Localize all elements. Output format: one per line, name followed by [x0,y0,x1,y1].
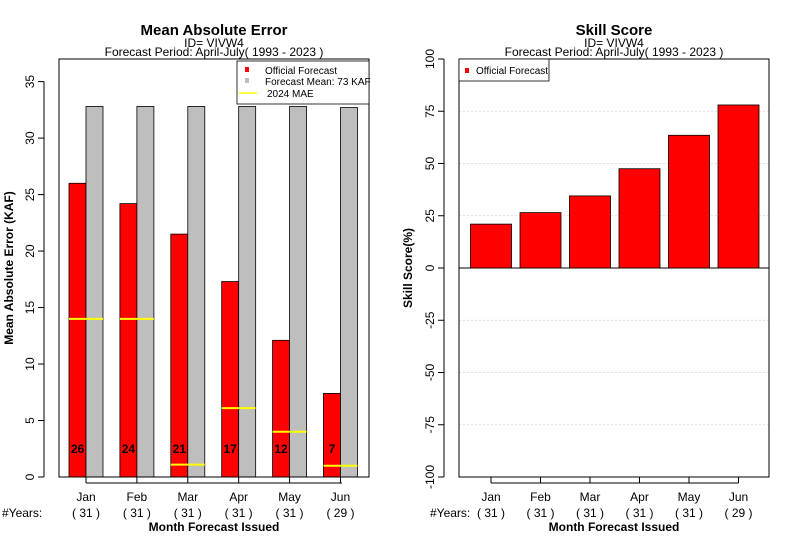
mae-title: Mean Absolute Error [141,22,288,39]
mae-years-value: ( 29 ) [326,506,354,520]
mae-x-tick-label: Feb [127,490,148,504]
mae-plot-frame [58,58,370,478]
skill-x-tick-label: Feb [530,490,551,504]
mae-bar-official [170,233,189,478]
skill-legend-box [458,58,550,82]
mae-x-tick-label: Jun [331,490,350,504]
skill-years-value: ( 31 ) [526,506,554,520]
mae-bar-label: 21 [173,442,187,456]
mae-bar-official [119,203,138,478]
mae-years-value: ( 31 ) [123,506,151,520]
skill-years-value: ( 31 ) [576,506,604,520]
mae-bar-forecast-mean [187,106,206,478]
mae-legend-label-official: Official Forecast [265,66,337,77]
mae-x-tick-label: Apr [229,490,248,504]
mae-bar-label: 17 [223,442,237,456]
skill-y-tick-label: 75 [423,104,437,118]
mae-xlabel: Month Forecast Issued [149,520,280,534]
mae-bar-official [323,392,341,478]
mae-y-tick-label: 20 [23,244,37,258]
mae-bar-official [272,339,290,478]
mae-plot: 26 Jan ( 31 ) 24 Feb ( 31 ) 21 Mar ( 31 ) 17 Apr ( … [23,58,371,520]
mae-legend-box [236,60,370,105]
skill-x-tick-label: Mar [580,490,601,504]
skill-y-tick-label: 25 [423,209,437,223]
mae-years-value: ( 31 ) [174,506,202,520]
mae-id: ID= VIVW4 [184,36,244,50]
mae-bar-official [68,182,87,478]
mae-y-tick-label: 15 [23,301,37,315]
mae-bar-label: 7 [329,442,336,456]
mae-bar-forecast-mean [238,106,257,478]
skill-y-tick-label: -100 [423,465,437,489]
mae-y-tick-label: 0 [23,473,37,480]
skill-x-tick-label: Apr [630,490,649,504]
skill-title: Skill Score [576,22,653,39]
mae-bar-forecast-mean [289,106,307,478]
skill-y-tick-label: -25 [423,311,437,329]
skill-x-tick-label: May [678,490,701,504]
mae-bar-forecast-mean [136,106,155,478]
mae-y-tick-label: 35 [23,75,37,89]
mae-years-label: #Years: [2,506,42,520]
skill-bar [470,223,512,269]
skill-ylabel: Skill Score(%) [401,228,415,308]
skill-bar [717,104,760,269]
skill-bar [618,168,661,269]
skill-years-value: ( 29 ) [724,506,752,520]
skill-y-tick-label: -50 [423,364,437,382]
skill-legend-swatch [465,68,469,73]
skill-years-value: ( 31 ) [675,506,703,520]
mae-legend-swatch-official [245,67,249,72]
skill-y-tick-label: 50 [423,157,437,171]
mae-legend-label-2024: 2024 MAE [267,89,314,100]
skill-y-tick-label: 100 [423,49,437,69]
skill-plot-frame [458,58,770,478]
skill-xlabel: Month Forecast Issued [549,520,680,534]
mae-x-tick-label: Jan [76,490,95,504]
mae-y-tick-label: 30 [23,131,37,145]
mae-bar-forecast-mean [340,107,358,478]
mae-period: Forecast Period: April-July( 1993 - 2023… [105,45,324,59]
skill-x-tick-label: Jun [729,490,748,504]
mae-y-tick-label: 10 [23,357,37,371]
mae-x-tick-label: Mar [177,490,198,504]
skill-years-value: ( 31 ) [477,506,505,520]
mae-y-tick-label: 5 [23,417,37,424]
skill-period: Forecast Period: April-July( 1993 - 2023… [505,45,724,59]
skill-bar [668,134,710,269]
mae-bar-forecast-mean [85,106,104,478]
skill-bar [519,212,562,269]
mae-y-tick-label: 25 [23,188,37,202]
mae-years-value: ( 31 ) [276,506,304,520]
mae-x-tick-label: May [278,490,301,504]
skill-legend-label: Official Forecast [476,66,548,77]
skill-y-tick-label: 0 [423,264,437,271]
mae-years-value: ( 31 ) [72,506,100,520]
skill-y-tick-label: -75 [423,416,437,434]
mae-legend-swatch-mean [245,78,249,83]
skill-bar [569,195,611,269]
mae-bar-label: 12 [274,442,288,456]
mae-years-value: ( 31 ) [225,506,253,520]
mae-legend-label-mean: Forecast Mean: 73 KAF [265,77,371,88]
mae-bar-label: 24 [122,442,136,456]
skill-id: ID= VIVW4 [584,36,644,50]
skill-years-label: #Years: [430,506,470,520]
skill-x-tick-label: Jan [481,490,500,504]
skill-years-value: ( 31 ) [625,506,653,520]
mae-ylabel: Mean Absolute Error (KAF) [2,191,16,345]
skill-plot: Jan ( 31 ) Feb ( 31 ) Mar ( 31 ) Apr ( 31 ) May (… [423,49,770,520]
mae-bar-label: 26 [71,442,85,456]
